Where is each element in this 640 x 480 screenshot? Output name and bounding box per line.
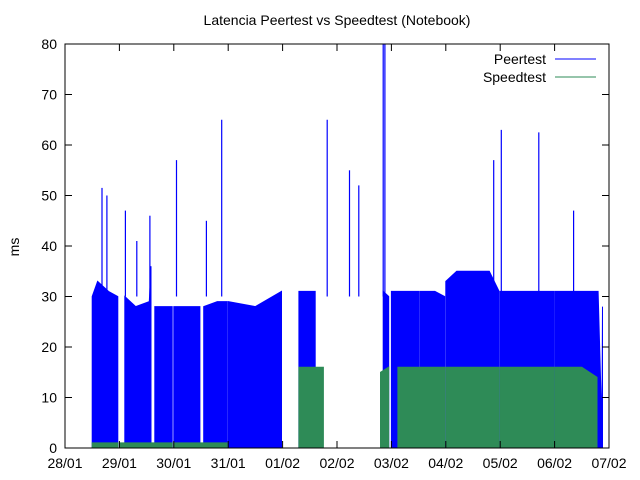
- y-tick-label: 20: [41, 339, 57, 355]
- x-tick-label: 01/02: [265, 455, 300, 471]
- x-tick-label: 29/01: [102, 455, 137, 471]
- axes: 0 10 20 30 40 50 60 70 80 28/01 29/01 30/01 31/01 01/…: [41, 36, 626, 471]
- series-peertest-area: [227, 290, 282, 449]
- x-tick-label: 31/01: [211, 455, 246, 471]
- series-peertest-area: [203, 301, 228, 449]
- series-peertest-area: [173, 306, 201, 449]
- series-speedtest-area: [499, 366, 554, 449]
- series-speedtest-area: [554, 366, 598, 449]
- x-tick-label: 04/02: [428, 455, 463, 471]
- y-tick-label: 0: [49, 440, 57, 456]
- series-speedtest-area: [173, 442, 228, 449]
- legend-label-speedtest: Speedtest: [483, 69, 546, 85]
- series-speedtest-area: [445, 366, 500, 449]
- x-tick-label: 30/01: [156, 455, 191, 471]
- y-tick-label: 60: [41, 137, 57, 153]
- series-speedtest-area: [397, 366, 446, 449]
- legend-label-peertest: Peertest: [494, 51, 546, 67]
- plot-areas: [91, 44, 603, 449]
- y-tick-label: 30: [41, 289, 57, 305]
- series-peertest-area: [124, 266, 152, 449]
- y-axis-label: ms: [6, 238, 22, 257]
- x-tick-label: 02/02: [319, 455, 354, 471]
- series-speedtest-area: [380, 366, 390, 449]
- series-peertest-area: [154, 306, 173, 449]
- legend: Peertest Speedtest: [483, 51, 596, 85]
- y-tick-label: 80: [41, 36, 57, 52]
- y-tick-label: 40: [41, 238, 57, 254]
- chart-title: Latencia Peertest vs Speedtest (Notebook…: [204, 12, 471, 28]
- series-speedtest-area: [118, 442, 173, 449]
- y-tick-label: 10: [41, 390, 57, 406]
- x-tick-label: 03/02: [374, 455, 409, 471]
- x-tick-label: 28/01: [47, 455, 82, 471]
- series-speedtest-area: [298, 366, 324, 449]
- x-tick-label: 05/02: [483, 455, 518, 471]
- y-tick-label: 50: [41, 188, 57, 204]
- series-speedtest-area: [91, 442, 119, 449]
- series-peertest-area: [91, 280, 119, 449]
- x-tick-label: 07/02: [591, 455, 626, 471]
- x-tick-label: 06/02: [537, 455, 572, 471]
- y-tick-label: 70: [41, 87, 57, 103]
